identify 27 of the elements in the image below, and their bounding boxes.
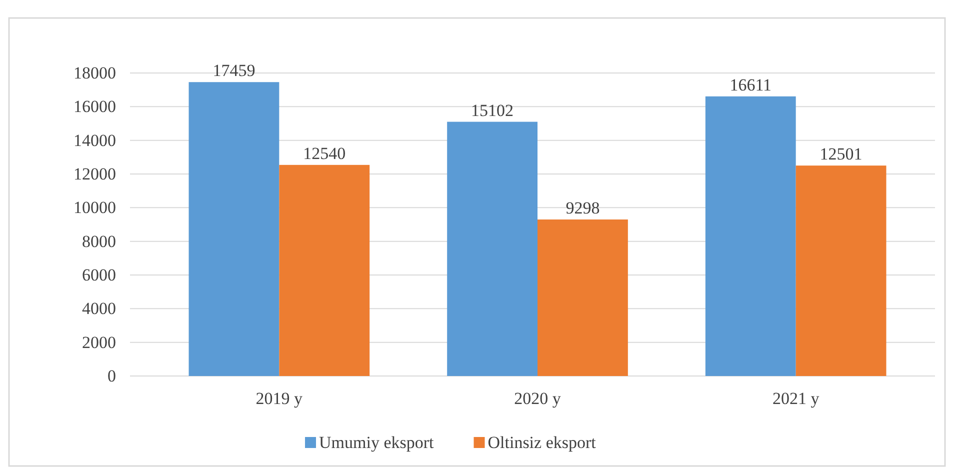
y-tick-label: 14000 [74, 130, 116, 150]
bar [705, 96, 796, 376]
x-tick-label: 2021 y [772, 389, 820, 408]
legend-label: Oltinsiz eksport [488, 433, 596, 452]
bar [447, 122, 538, 376]
data-label: 12540 [303, 144, 346, 163]
bar [279, 164, 370, 376]
bar [188, 82, 280, 376]
data-label: 12501 [820, 144, 862, 164]
x-tick-label: 2019 y [256, 389, 304, 408]
x-tick-label: 2020 y [514, 389, 562, 408]
y-tick-label: 16000 [74, 97, 116, 116]
legend-label: Umumiy eksport [319, 433, 434, 452]
data-label: 9298 [566, 198, 600, 218]
y-tick-label: 8000 [82, 232, 116, 251]
y-tick-label: 4000 [82, 299, 116, 318]
data-label: 15102 [471, 100, 514, 120]
y-tick-label: 0 [108, 366, 116, 386]
y-tick-label: 18000 [74, 63, 116, 82]
data-label: 17459 [212, 61, 256, 80]
bar [796, 166, 886, 376]
y-tick-label: 2000 [82, 332, 116, 352]
bar [538, 219, 628, 376]
y-tick-label: 6000 [82, 265, 116, 284]
y-tick-label: 10000 [74, 198, 116, 218]
y-tick-label: 12000 [74, 164, 116, 184]
data-label: 16611 [730, 75, 772, 94]
